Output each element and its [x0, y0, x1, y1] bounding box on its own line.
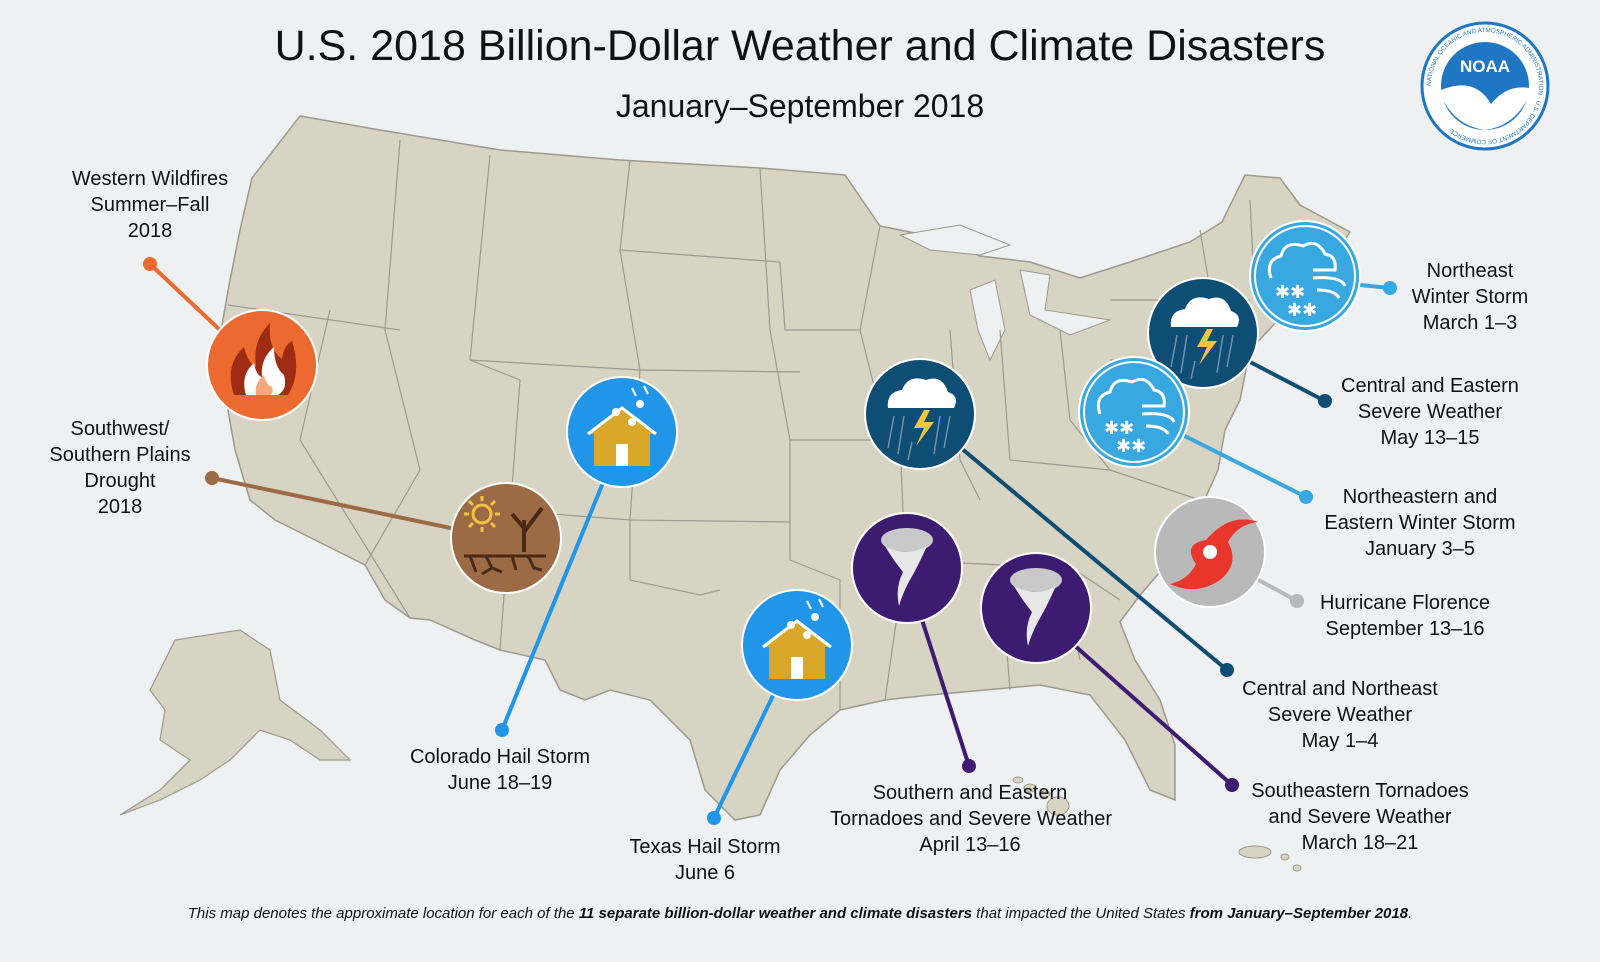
winter-storm-icon: ✱✱ ✱✱ — [1078, 356, 1190, 468]
label-cne-severe: Central and Northeast Severe Weather May 1… — [1242, 678, 1438, 752]
footer-note: This map denotes the approximate locatio… — [187, 905, 1413, 922]
endpoint-tx-hail — [707, 811, 721, 825]
lake-superior — [898, 224, 1012, 256]
endpoint-ne-winter — [1383, 281, 1397, 295]
lake-michigan — [969, 279, 1006, 362]
svg-text:✱✱: ✱✱ — [1116, 436, 1146, 457]
endpoint-wildfires — [143, 257, 157, 271]
svg-text:✱✱: ✱✱ — [1104, 418, 1134, 439]
tornado-icon — [980, 552, 1092, 664]
hail-house-icon — [741, 589, 853, 701]
endpoint-ce-severe — [1318, 394, 1332, 408]
hawaii-islands — [1012, 776, 1070, 816]
connector-endpoints — [143, 257, 1397, 825]
label-florence: Hurricane Florence September 13–16 — [1319, 592, 1491, 640]
endpoint-co-hail — [495, 723, 509, 737]
connector-cne-severe — [923, 416, 1229, 672]
thunderstorm-icon — [864, 358, 976, 470]
thunderstorm-icon — [1147, 277, 1259, 389]
label-south-tornado: Southern and Eastern Tornadoes and Severe… — [830, 782, 1113, 856]
winter-storm-icon: ✱✱ ✱✱ — [1249, 220, 1361, 332]
hurricane-icon — [1154, 496, 1266, 608]
label-se-tornado: Southeastern Tornadoes and Severe Weather… — [1251, 780, 1469, 854]
tornado-icon — [851, 512, 963, 624]
endpoint-drought — [205, 471, 219, 485]
label-ne-winter: Northeast Winter Storm March 1–3 — [1411, 260, 1529, 334]
endpoint-cne-severe — [1220, 663, 1234, 677]
endpoint-florence — [1290, 594, 1304, 608]
contiguous-us-landmass — [219, 115, 1352, 821]
alaska-landmass — [119, 629, 352, 816]
hail-house-icon — [566, 376, 678, 488]
connector-co-hail — [500, 445, 620, 731]
label-wildfires: Western Wildfires Summer–Fall 2018 — [71, 168, 229, 242]
label-ce-severe: Central and Eastern Severe Weather May 13–… — [1341, 375, 1519, 449]
page-title: U.S. 2018 Billion-Dollar Weather and Cli… — [274, 22, 1326, 70]
page-subtitle: January–September 2018 — [615, 88, 985, 124]
svg-text:✱✱: ✱✱ — [1287, 300, 1317, 321]
noaa-logo: NOAA NATIONAL OCEANIC AND ATMOSPHERIC AD… — [1420, 21, 1550, 151]
logo-wordmark: NOAA — [1460, 57, 1510, 76]
drought-icon — [450, 482, 562, 594]
wildfire-icon — [206, 309, 318, 421]
endpoint-nee-winter — [1299, 490, 1313, 504]
label-drought: Southwest/Southern Plains Drought 2018 — [49, 418, 191, 518]
label-nee-winter: Northeastern and Eastern Winter Storm Janu… — [1324, 486, 1516, 560]
endpoint-south-tornado — [962, 759, 976, 773]
lake-huron-erie — [1019, 269, 1112, 336]
endpoint-se-tornado — [1225, 778, 1239, 792]
label-tx-hail: Texas Hail Storm June 6 — [629, 836, 781, 884]
svg-text:✱✱: ✱✱ — [1275, 282, 1305, 303]
label-co-hail: Colorado Hail Storm June 18–19 — [409, 746, 591, 794]
puerto-rico — [1238, 845, 1302, 872]
